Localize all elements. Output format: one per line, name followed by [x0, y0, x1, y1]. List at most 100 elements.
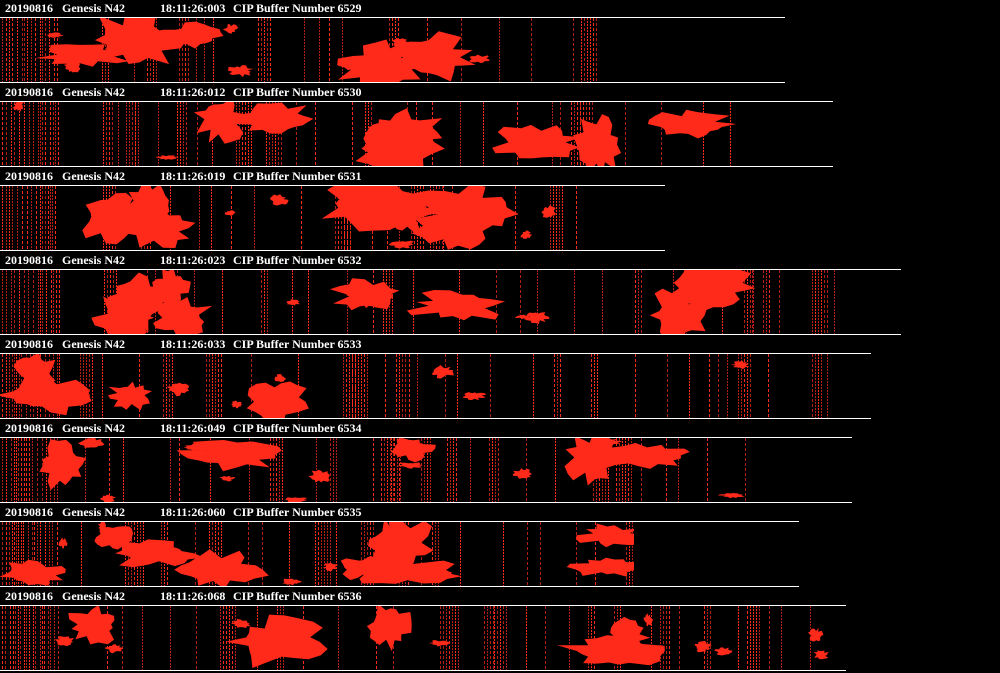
particle-image — [428, 640, 450, 647]
particle-image — [274, 374, 286, 383]
particle-image — [329, 278, 400, 311]
top-rule — [0, 605, 846, 606]
particle-image — [589, 144, 615, 153]
buffer-time: 18:11:26:023 — [160, 253, 226, 267]
particle-image — [270, 194, 289, 206]
probe-name: Genesis N42 — [62, 85, 125, 99]
top-rule — [0, 437, 852, 438]
particle-image — [115, 539, 204, 568]
particle-image — [593, 442, 690, 469]
particle-image — [91, 290, 155, 334]
particle-image — [82, 192, 147, 245]
particle-image — [368, 522, 412, 571]
top-rule — [0, 353, 871, 354]
buffer-date: 20190816 — [5, 1, 53, 15]
particle-image — [68, 606, 115, 645]
particle-image — [717, 493, 745, 499]
particle-image — [108, 381, 152, 411]
particle-image — [25, 396, 47, 406]
particle-image — [439, 569, 452, 578]
particle-image — [670, 270, 756, 312]
probe-name: Genesis N42 — [62, 421, 125, 435]
particle-image — [367, 108, 443, 155]
particle-image — [359, 294, 381, 308]
particle-image — [166, 382, 190, 397]
particle-image — [285, 497, 308, 502]
particle-image — [105, 644, 124, 654]
top-rule — [0, 185, 665, 186]
buffer-time: 18:11:26:033 — [160, 337, 226, 351]
particle-image — [286, 299, 300, 306]
particle-image-strip — [0, 354, 828, 418]
particle-image — [541, 205, 556, 218]
particle-image — [607, 616, 651, 658]
particle-image — [99, 494, 116, 502]
particle-image — [137, 193, 156, 204]
particle-image — [469, 54, 490, 64]
particle-image — [730, 360, 750, 369]
particle-image — [78, 438, 105, 448]
buffer-number: CIP Buffer Number 6530 — [233, 85, 362, 99]
particle-image — [46, 32, 64, 38]
top-rule — [0, 17, 785, 18]
buffer-strip: 20190816 Genesis N42 18:11:26:003 CIP Buffe… — [0, 0, 1000, 84]
particle-image — [573, 114, 622, 166]
particle-image — [813, 650, 829, 660]
bottom-rule — [0, 670, 846, 671]
particle-image — [176, 440, 282, 472]
particle-image — [183, 443, 209, 451]
particle-image — [566, 557, 634, 577]
particle-image-strip — [0, 522, 634, 586]
particle-image — [224, 210, 236, 217]
buffer-time: 18:11:26:049 — [160, 421, 226, 435]
top-rule — [0, 101, 833, 102]
probe-name: Genesis N42 — [62, 589, 125, 603]
particle-image — [390, 438, 436, 463]
particle-image-strip — [2, 186, 577, 250]
buffer-date: 20190816 — [5, 337, 53, 351]
top-rule — [0, 269, 901, 270]
particle-image — [322, 563, 338, 572]
particle-image — [462, 392, 487, 401]
particle-image — [406, 290, 506, 321]
buffer-number: CIP Buffer Number 6535 — [233, 505, 362, 519]
particle-image — [512, 468, 532, 479]
buffer-date: 20190816 — [5, 85, 53, 99]
buffer-time: 18:11:26:019 — [160, 169, 226, 183]
particle-image — [714, 647, 733, 656]
particle-image — [340, 555, 386, 581]
particle-image — [149, 270, 191, 307]
probe-name: Genesis N42 — [62, 337, 125, 351]
buffer-date: 20190816 — [5, 589, 53, 603]
particle-image-strip — [2, 270, 835, 334]
buffer-number: CIP Buffer Number 6531 — [233, 169, 362, 183]
buffer-time: 18:11:26:060 — [160, 505, 226, 519]
particle-image — [808, 627, 824, 642]
particle-image — [524, 312, 550, 324]
particle-image-strip — [2, 606, 829, 670]
particle-image — [514, 314, 530, 320]
particle-image — [647, 109, 737, 139]
particle-image — [557, 635, 665, 666]
buffer-date: 20190816 — [5, 169, 53, 183]
particle-image — [520, 230, 533, 239]
particle-image — [366, 606, 412, 652]
particle-image — [365, 198, 385, 203]
particle-image — [227, 102, 314, 134]
particle-image — [387, 31, 476, 82]
particle-image — [193, 102, 247, 144]
particle-image — [246, 381, 309, 418]
particle-image — [39, 439, 87, 491]
particle-image — [231, 400, 243, 409]
buffer-date: 20190816 — [5, 253, 53, 267]
particle-image — [12, 102, 24, 112]
buffer-number: CIP Buffer Number 6533 — [233, 337, 362, 351]
buffer-time: 18:11:26:068 — [160, 589, 226, 603]
particle-image — [58, 537, 68, 549]
particle-image — [282, 578, 302, 586]
particle-image — [308, 469, 330, 483]
buffer-date: 20190816 — [5, 505, 53, 519]
particle-image — [694, 641, 712, 653]
particle-image-strip — [2, 438, 746, 502]
particle-image — [225, 614, 328, 668]
